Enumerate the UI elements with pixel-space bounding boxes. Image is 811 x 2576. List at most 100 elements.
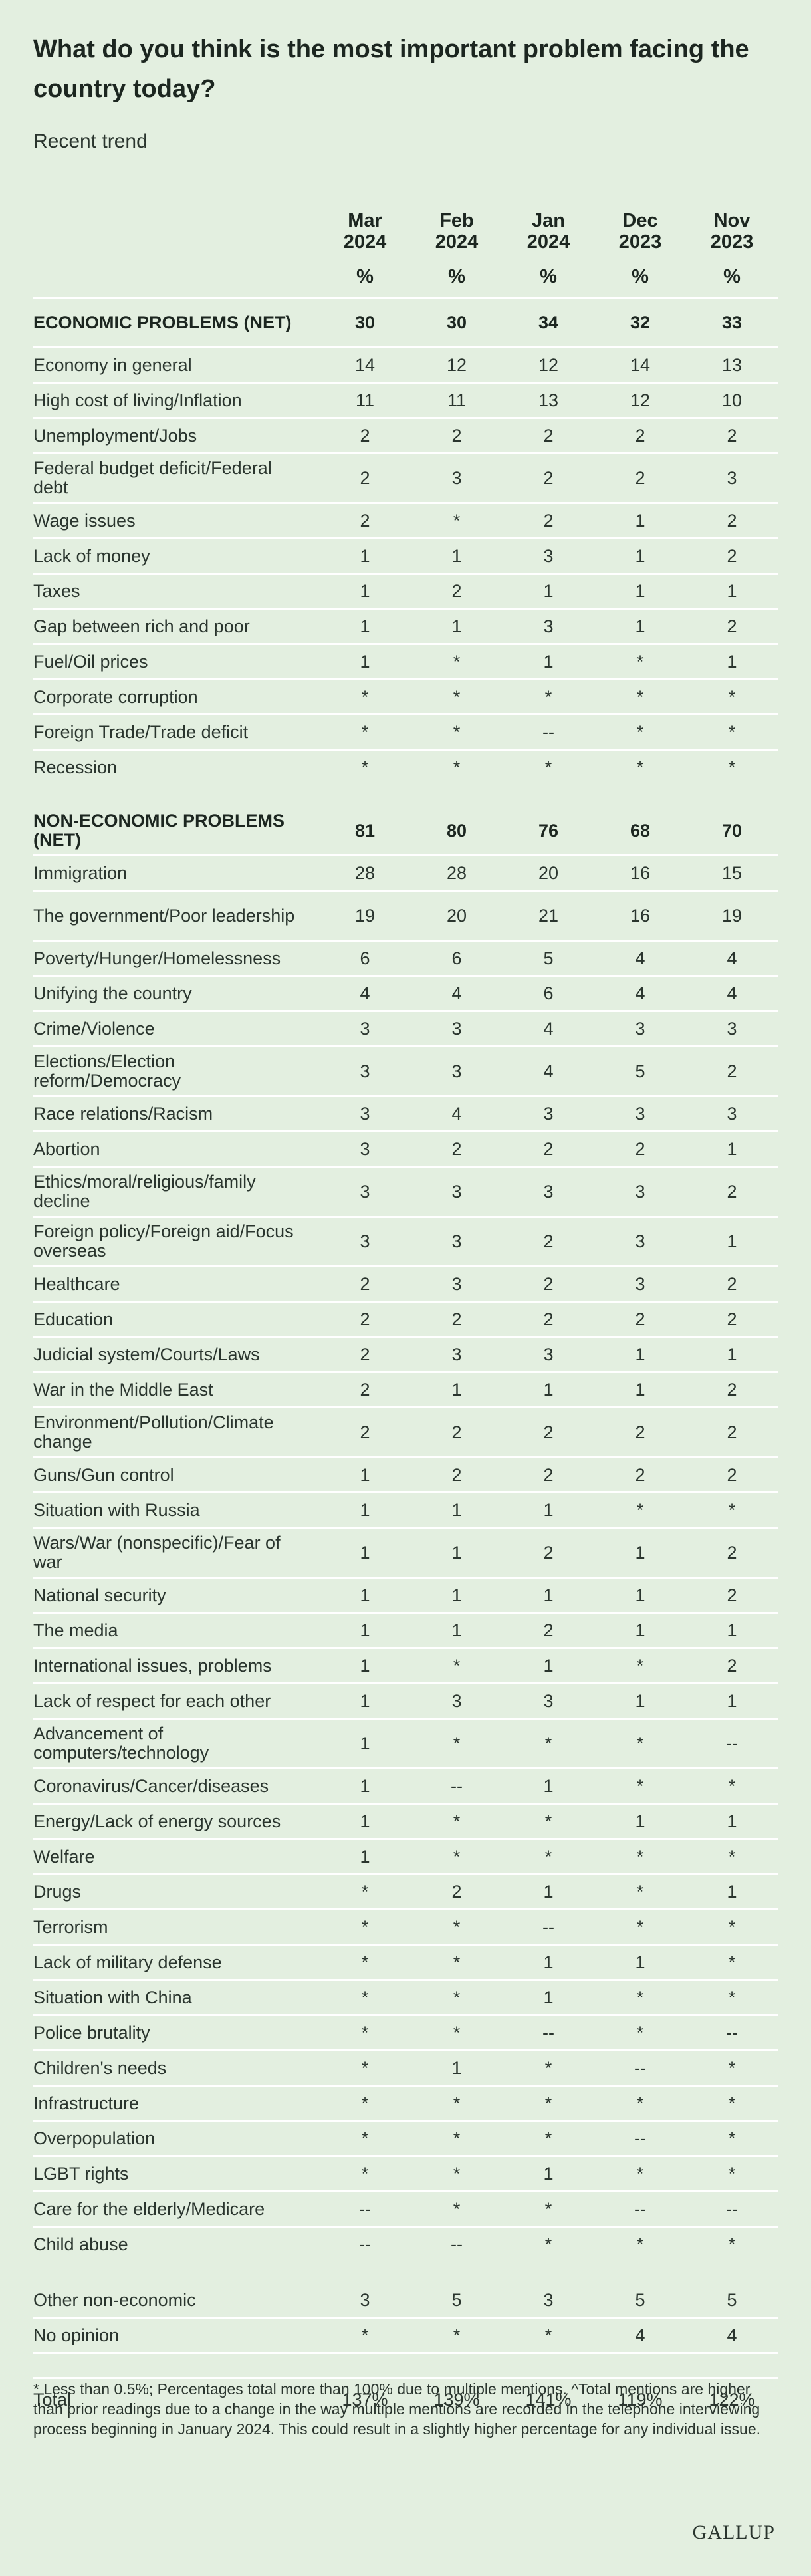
cell-value: 1	[451, 2057, 462, 2078]
table-row: Wage issues 2 * 2 1 2	[33, 503, 778, 539]
cell-value: *	[544, 1846, 552, 1867]
cell-value: 1	[360, 545, 370, 566]
cell-value: *	[636, 1655, 644, 1676]
cell-value: 3	[543, 1690, 554, 1711]
table-row: Guns/Gun control 1 2 2 2 2	[33, 1458, 778, 1493]
table-row: Child abuse -- -- * * *	[33, 2227, 778, 2261]
cell-value: 137%	[342, 2389, 388, 2410]
cell-value: *	[453, 510, 461, 531]
table-row: Race relations/Racism 3 4 3 3 3	[33, 1096, 778, 1132]
cell-value: 2	[543, 1620, 554, 1640]
cell-value: *	[636, 651, 644, 672]
row-label: Infrastructure	[33, 2093, 140, 2113]
cell-value: 1	[727, 1231, 737, 1251]
table-row: Care for the elderly/Medicare -- * * -- --	[33, 2192, 778, 2227]
cell-value: 1	[727, 1881, 737, 1902]
cell-value: *	[728, 2093, 736, 2113]
cell-value: 2	[635, 1464, 645, 1485]
cell-value: *	[361, 1881, 369, 1902]
cell-value: *	[636, 1775, 644, 1796]
cell-value: 2	[360, 1379, 370, 1400]
cell-value: 1	[360, 1811, 370, 1831]
spacer-row	[33, 784, 778, 807]
cell-value: 2	[727, 1655, 737, 1676]
cell-value: *	[636, 2093, 644, 2113]
cell-value: 1	[727, 1344, 737, 1364]
cell-value: 1	[543, 651, 554, 672]
table-row: Judicial system/Courts/Laws 2 3 3 1 1	[33, 1337, 778, 1372]
gallup-logo: GALLUP	[692, 2521, 775, 2543]
cell-value: 2	[360, 1309, 370, 1329]
column-month: Mar	[348, 210, 382, 231]
table-row: The government/Poor leadership 19 20 21 16 19	[33, 891, 778, 941]
row-label: Coronavirus/Cancer/diseases	[33, 1775, 269, 1796]
cell-value: *	[636, 1916, 644, 1937]
cell-value: 76	[538, 820, 559, 840]
table-body: ECONOMIC PROBLEMS (NET) 30 30 34 32 33 Economy…	[33, 298, 778, 2422]
cell-value: 4	[727, 948, 737, 968]
table-row: Ethics/moral/religious/family decline 3 3 3…	[33, 1167, 778, 1217]
row-label: Fuel/Oil prices	[33, 651, 148, 672]
cell-value: 2	[543, 425, 554, 446]
column-month: Feb	[439, 210, 474, 231]
cell-value: 3	[451, 1690, 462, 1711]
spacer-cell	[33, 784, 778, 807]
cell-value: 122%	[709, 2389, 755, 2410]
cell-value: 1	[543, 1655, 554, 1676]
table-row: Situation with China * * 1 * *	[33, 1980, 778, 2015]
cell-value: *	[361, 757, 369, 777]
row-label: Care for the elderly/Medicare	[33, 2198, 265, 2219]
cell-value: *	[728, 1987, 736, 2007]
cell-value: *	[544, 686, 552, 707]
row-label: Advancement of computers/technology	[33, 1724, 209, 1763]
cell-value: --	[542, 721, 554, 742]
cell-value: 70	[721, 820, 743, 840]
cell-value: *	[453, 757, 461, 777]
cell-value: 3	[727, 1018, 737, 1039]
cell-value: 3	[451, 1344, 462, 1364]
cell-value: 3	[360, 1103, 370, 1124]
cell-value: 3	[543, 1344, 554, 1364]
cell-value: 2	[727, 510, 737, 531]
cell-value: 4	[727, 2325, 737, 2345]
table-row: Wars/War (nonspecific)/Fear of war 1 1 2 1 2	[33, 1528, 778, 1578]
cell-value: 1	[635, 1811, 645, 1831]
cell-value: *	[636, 2022, 644, 2043]
cell-value: 14	[630, 354, 651, 375]
cell-value: 1	[543, 1952, 554, 1972]
cell-value: 1	[451, 1620, 462, 1640]
column-header: Jan 2024	[503, 199, 594, 257]
cell-value: 33	[721, 312, 743, 332]
table-row: Drugs * 2 1 * 1	[33, 1874, 778, 1910]
cell-value: 1	[360, 1690, 370, 1711]
cell-value: 139%	[433, 2389, 480, 2410]
table-row: Gap between rich and poor 1 1 3 1 2	[33, 609, 778, 644]
cell-value: 3	[727, 467, 737, 488]
row-label: Unemployment/Jobs	[33, 425, 197, 446]
row-label: Children's needs	[33, 2057, 167, 2078]
cell-value: 2	[360, 467, 370, 488]
column-year: 2024	[435, 231, 479, 253]
cell-value: 2	[451, 580, 462, 601]
cell-value: 5	[635, 2289, 645, 2310]
table-row: Fuel/Oil prices 1 * 1 * 1	[33, 644, 778, 680]
cell-value: *	[636, 1733, 644, 1753]
row-label: National security	[33, 1585, 166, 1605]
header-corner	[33, 199, 319, 257]
cell-value: 2	[543, 1542, 554, 1563]
cell-value: *	[453, 1655, 461, 1676]
table-row: Federal budget deficit/Federal debt 2 3 2 2 3	[33, 453, 778, 503]
cell-value: 1	[451, 616, 462, 636]
trend-table: Mar 2024 Feb 2024 Jan 2024 Dec 2023 Nov 2023 …	[33, 199, 778, 2421]
header-row-units: % % % % %	[33, 257, 778, 298]
cell-value: *	[453, 686, 461, 707]
cell-value: 1	[727, 1811, 737, 1831]
cell-value: 1	[543, 1499, 554, 1520]
cell-value: *	[453, 2163, 461, 2184]
row-label: Situation with China	[33, 1987, 192, 2007]
cell-value: *	[453, 1846, 461, 1867]
row-label: Energy/Lack of energy sources	[33, 1811, 281, 1831]
column-month: Dec	[622, 210, 658, 231]
cell-value: *	[636, 757, 644, 777]
table-row: Recession * * * * *	[33, 750, 778, 785]
